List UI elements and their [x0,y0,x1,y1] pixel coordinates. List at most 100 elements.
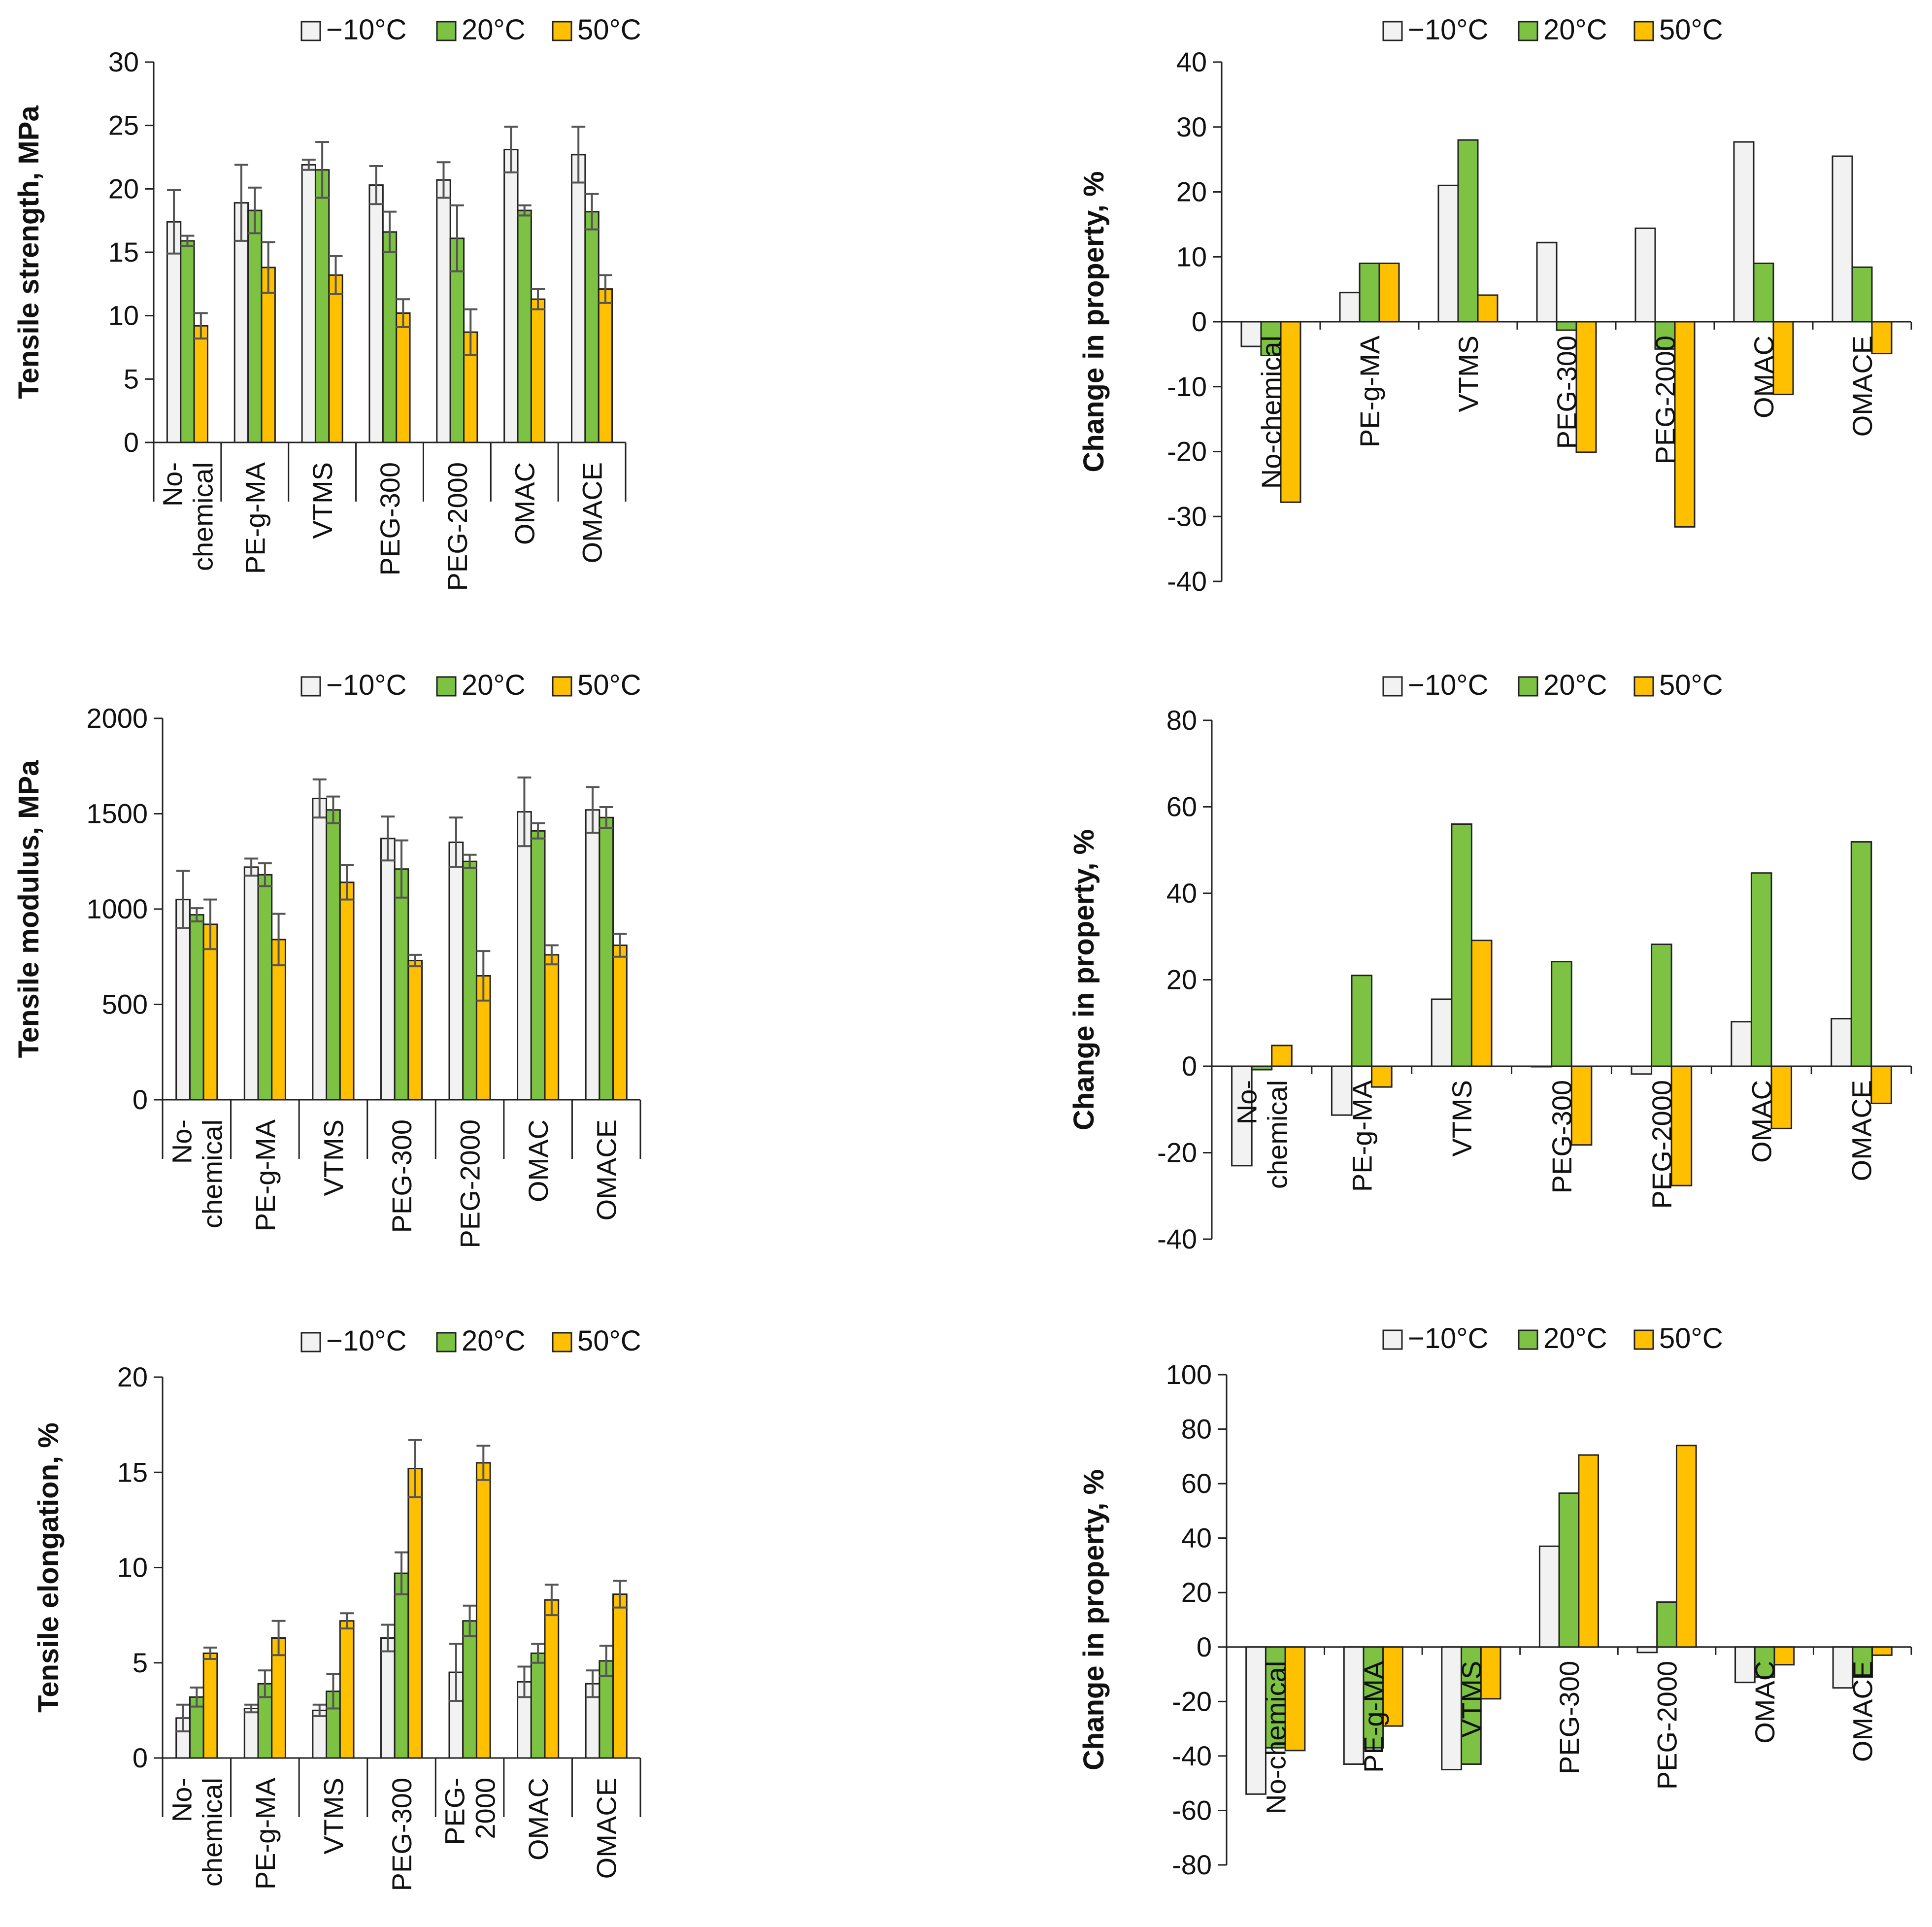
bar-p4-s2-c6 [1870,1065,1892,1104]
legend-swatch-1 [1518,21,1538,41]
bar-p5-s2-c0 [202,1652,218,1759]
chart-p3: 0 500 1000 1500 2000 No-chemical PE-g-MA VTMS PE… [13,669,641,1249]
y-tick-label: -40 [1172,1740,1212,1771]
bar-p4-s0-c1 [1331,1065,1353,1116]
bar-p2-s2-c5 [1772,321,1794,396]
y-tick-label: 20 [1181,1577,1212,1608]
y-tick-label: 1500 [86,798,148,829]
bar-p5-s2-c2 [339,1620,355,1759]
x-category-label: PE-g-MA [1358,1660,1389,1773]
y-tick-label: 30 [108,46,139,77]
legend-swatch-2 [1633,21,1654,41]
x-category-label: OMACE [1847,336,1878,437]
bar-p6-s1-c5 [1754,1646,1775,1678]
bar-p5-s2-c5 [544,1599,560,1759]
y-tick-label: 20 [1176,176,1207,207]
y-tick-label: 60 [1181,1468,1212,1499]
x-category-label: OMACE [591,1119,622,1220]
x-category-label: OMACE [1847,1661,1878,1762]
bar-p4-s0-c4 [1631,1065,1653,1075]
legend: −10°C 20°C 50°C [300,669,641,701]
bar-p6-s2-c4 [1675,1445,1697,1648]
bar-p6-s0-c1 [1343,1646,1365,1765]
bar-p6-s1-c3 [1558,1492,1580,1648]
bar-p6-s1-c6 [1852,1646,1873,1678]
x-category-label: VTMS [318,1778,349,1855]
chart-p5: 0 5 10 15 20 No-chemical PE-g-MA VTMS PEG-300 PEG… [33,1325,641,1891]
legend-swatch-0 [1382,676,1403,697]
y-tick-label: 15 [117,1456,148,1488]
x-category-label: PEG-300 [1546,1080,1577,1193]
chart-p2: -40 -30 -20 -10 0 10 20 30 40 No-chemical PE-g-MA V… [1078,14,1912,597]
bar-p6-s0-c0 [1245,1646,1266,1795]
y-tick-label: 0 [133,1084,148,1115]
y-tick-label: 100 [1166,1359,1212,1390]
y-tick-label: 80 [1181,1414,1212,1445]
bar-p4-s1-c2 [1451,823,1472,1067]
bar-p3-s2-c5 [544,954,560,1101]
legend-label-0: −10°C [1408,1322,1488,1354]
x-category-label: chemical [197,1119,228,1228]
bar-p6-s2-c2 [1480,1646,1501,1700]
legend-swatch-1 [436,676,457,697]
legend-swatch-1 [436,21,457,41]
legend-label-2: 50°C [1659,14,1723,46]
bar-p6-s1-c0 [1265,1646,1286,1749]
bar-p4-s2-c4 [1670,1065,1693,1186]
legend-swatch-2 [552,676,572,697]
bar-p2-s0-c4 [1634,227,1656,323]
x-category-label: PE-g-MA [250,1777,281,1890]
x-category-label: 2000 [470,1778,501,1839]
bar-p1-s2-c4 [463,331,478,443]
legend-swatch-2 [552,1332,572,1352]
legend-label-0: −10°C [326,14,406,46]
bar-p4-s1-c3 [1551,961,1572,1067]
y-tick-label: -30 [1167,501,1207,532]
legend: −10°C 20°C 50°C [1382,14,1723,46]
y-tick-label: 0 [1182,1050,1197,1082]
x-category-label: PEG-300 [1551,336,1582,449]
bar-p4-s2-c0 [1271,1045,1293,1067]
x-category-label: PEG-300 [374,462,405,575]
bar-p2-s2-c1 [1378,262,1400,323]
y-tick-label: 20 [117,1361,148,1392]
bar-p2-s0-c3 [1536,241,1558,323]
bar-p6-s1-c4 [1656,1601,1677,1648]
x-category-label: VTMS [318,1119,349,1196]
x-category-label: PEG-2000 [1650,336,1681,465]
y-tick-label: 2000 [86,703,148,734]
x-category-label: chemical [187,462,218,571]
y-tick-label: 15 [108,237,139,268]
legend-swatch-0 [1382,21,1403,41]
y-tick-label: 40 [1181,1522,1212,1554]
legend-label-2: 50°C [577,14,641,46]
legend-label-0: −10°C [1408,14,1488,46]
y-tick-label: 80 [1166,705,1197,736]
y-tick-label: -20 [1167,436,1207,467]
bar-p1-s0-c5 [503,149,519,443]
bar-p2-s2-c6 [1871,321,1893,355]
legend-label-2: 50°C [1659,669,1723,701]
x-category-label: chemical [197,1778,228,1887]
chart-p1: 0 5 10 15 20 25 30 No-chemical PE-g-MA VTMS PEG-30… [13,14,641,591]
x-category-label: VTMS [307,462,338,539]
legend-label-1: 20°C [462,669,526,701]
chart-p6: -80 -60 -40 -20 0 20 40 60 80 100 No-chemical PE-g-… [1078,1322,1912,1880]
y-tick-label: 1000 [86,893,148,924]
y-axis-title: Change in property, % [1078,171,1110,472]
bar-p2-s1-c0 [1260,321,1282,357]
y-axis-title: Tensile strength, MPa [13,105,45,399]
x-category-label: No- [1231,1080,1262,1124]
bar-p5-s0-c2 [312,1709,328,1759]
bar-p4-s1-c5 [1750,872,1772,1067]
y-axis-title: Change in property, % [1068,829,1100,1130]
legend-swatch-0 [300,21,321,41]
bar-p3-s1-c1 [257,874,273,1101]
bar-p4-s0-c2 [1431,998,1453,1067]
y-tick-label: 5 [133,1647,148,1678]
y-tick-label: -60 [1172,1794,1212,1826]
bar-p3-s1-c0 [189,914,204,1101]
bar-p3-s1-c2 [326,809,341,1101]
legend: −10°C 20°C 50°C [1382,1322,1723,1354]
y-tick-label: 60 [1166,791,1197,822]
